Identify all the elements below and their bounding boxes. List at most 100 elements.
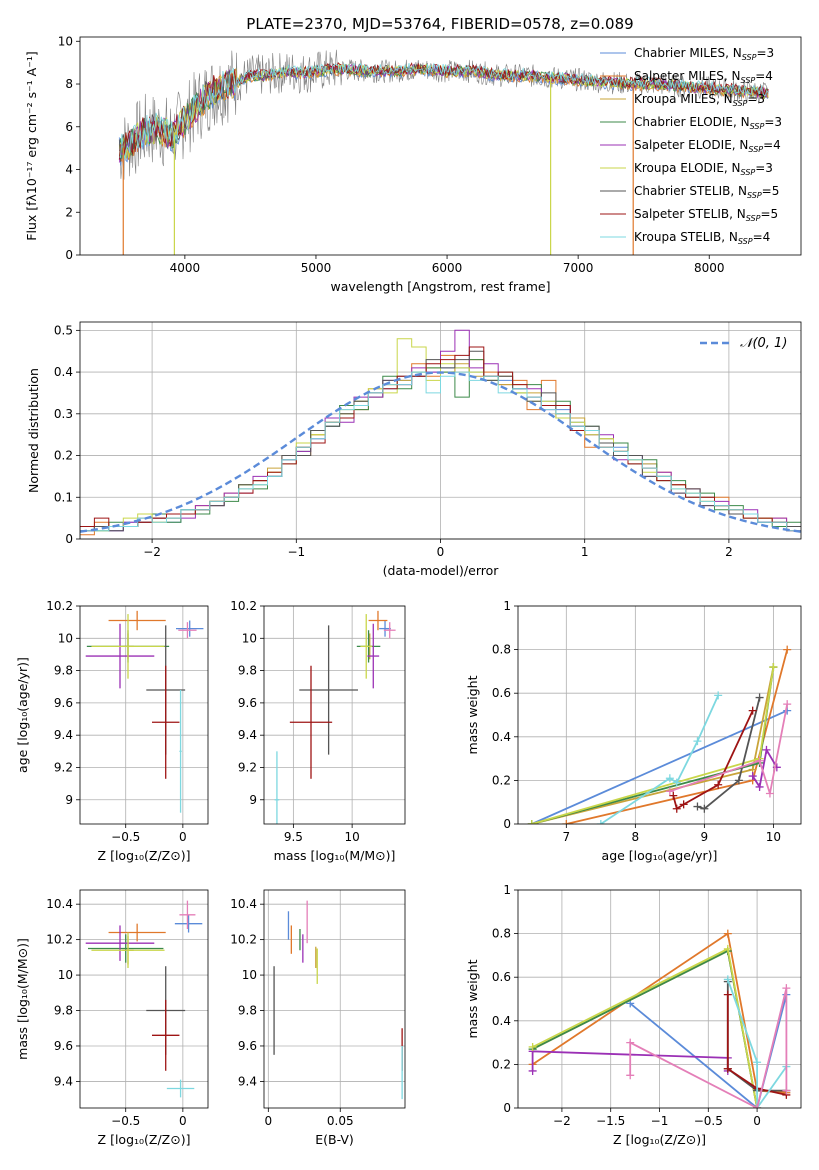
x-tick-label: 10 — [766, 830, 781, 844]
y-tick-label: 9.2 — [54, 760, 73, 774]
y-tick-label: 0.8 — [492, 927, 511, 941]
plus-marker — [755, 756, 764, 765]
x-tick-label: −0.5 — [111, 830, 140, 844]
x-axis-label: (data-model)/error — [383, 563, 500, 578]
x-tick-label: 9 — [701, 830, 709, 844]
x-axis-label: Z [log₁₀(Z/Z⊙)] — [98, 848, 191, 863]
mass-weight-line — [672, 710, 754, 811]
y-tick-label: 0 — [503, 1101, 511, 1115]
y-tick-label: 9.8 — [54, 664, 73, 678]
legend-entry: 𝒩(0, 1) — [740, 336, 787, 351]
y-tick-label: 9.8 — [238, 664, 257, 678]
plus-marker — [734, 776, 743, 785]
legend-entry: Kroupa MILES, NSSP=3 — [634, 92, 765, 108]
y-axis-label: mass weight — [465, 675, 480, 754]
plus-marker — [723, 929, 732, 938]
y-tick-label: 0.6 — [492, 970, 511, 984]
plus-marker — [693, 737, 702, 746]
y-tick-label: 0.5 — [54, 323, 73, 337]
y-tick-label: 9.6 — [54, 1039, 73, 1053]
plus-marker — [723, 990, 732, 999]
histograms — [80, 329, 801, 539]
y-tick-label: 1 — [503, 599, 511, 613]
x-tick-label: 0 — [437, 545, 445, 559]
plus-marker — [562, 820, 571, 824]
grid — [264, 605, 405, 824]
mass-weight-line — [600, 695, 720, 824]
plus-marker — [665, 787, 674, 796]
y-tick-label: 10 — [242, 631, 257, 645]
x-tick-label: −2 — [553, 1114, 571, 1128]
age-massweight-panel: 7 8 9 10 0 0.2 0.4 0.6 0.8 1 age [log₁₀(age/yr)] ma… — [465, 599, 802, 863]
plus-marker — [528, 1066, 537, 1075]
errorbars — [273, 900, 403, 1100]
plus-marker — [596, 820, 605, 824]
x-tick-label: 5000 — [301, 261, 332, 275]
legend-entry: Chabrier STELIB, NSSP=5 — [634, 184, 779, 200]
plus-marker — [669, 791, 678, 800]
x-tick-label: 2 — [725, 545, 733, 559]
figure-title: PLATE=2370, MJD=53764, FIBERID=0578, z=0… — [246, 15, 633, 33]
axes-frame — [263, 889, 406, 1109]
x-tick-label: 0 — [179, 1114, 187, 1128]
y-tick-label: 10.2 — [46, 933, 73, 947]
axes-frame — [517, 605, 802, 825]
y-tick-label: 0.6 — [492, 686, 511, 700]
y-tick-label: 10 — [58, 968, 73, 982]
grid — [518, 889, 801, 1109]
y-tick-label: 4 — [65, 163, 73, 177]
y-tick-label: 10.2 — [230, 933, 257, 947]
y-tick-label: 6 — [65, 120, 73, 134]
x-tick-label: 9.5 — [284, 830, 303, 844]
plus-marker — [769, 663, 778, 672]
x-tick-label: −2 — [143, 545, 161, 559]
y-tick-label: 9.6 — [238, 1039, 257, 1053]
y-tick-label: 10 — [58, 631, 73, 645]
x-axis-label: Z [log₁₀(Z/Z⊙)] — [98, 1132, 191, 1147]
grid — [80, 890, 208, 1108]
y-tick-label: 1 — [503, 883, 511, 897]
plus-marker — [714, 691, 723, 700]
grid — [80, 605, 208, 824]
x-axis-label: Z [log₁₀(Z/Z⊙)] — [613, 1132, 706, 1147]
spectrum-lines — [118, 49, 769, 255]
y-tick-label: 0.2 — [54, 449, 73, 463]
mass-weight-line — [726, 994, 787, 1096]
ebv-mass-panel: 0 0.05 9.4 9.6 9.8 10 10.2 10.4 E(B-V) — [230, 889, 406, 1147]
plus-marker — [700, 804, 709, 813]
x-axis-label: wavelength [Angstrom, rest frame] — [330, 279, 550, 294]
legend-entry: Salpeter STELIB, NSSP=5 — [634, 207, 778, 223]
x-tick-label: −1 — [651, 1114, 669, 1128]
x-tick-label: 7 — [562, 830, 570, 844]
plus-marker — [714, 780, 723, 789]
y-tick-label: 9.6 — [238, 696, 257, 710]
x-tick-label: 0 — [179, 830, 187, 844]
spectrum-panel: 4000 5000 6000 7000 8000 0 2 4 6 8 10 wavelength [A… — [24, 34, 802, 294]
plus-marker — [762, 745, 771, 754]
y-tick-label: 0.4 — [492, 1014, 511, 1028]
legend-entry: Kroupa ELODIE, NSSP=3 — [634, 161, 773, 177]
y-tick-label: 2 — [65, 205, 73, 219]
y-tick-label: 9.8 — [238, 1004, 257, 1018]
axes-frame — [517, 889, 802, 1109]
mass-weight-line — [532, 947, 758, 1108]
legend-entry: Salpeter ELODIE, NSSP=4 — [634, 138, 781, 154]
y-axis-label: mass weight — [465, 959, 480, 1038]
plus-marker — [748, 706, 757, 715]
plus-marker — [626, 1071, 635, 1080]
y-tick-label: 10.2 — [46, 599, 73, 613]
x-tick-label: −0.5 — [111, 1114, 140, 1128]
x-tick-label: 1 — [581, 545, 589, 559]
y-tick-label: 9.2 — [238, 760, 257, 774]
x-tick-label: −1.5 — [596, 1114, 625, 1128]
mass-weight-line — [669, 703, 789, 794]
x-tick-label: 0 — [753, 1114, 761, 1128]
y-axis-label: age [log₁₀(age/yr)] — [15, 657, 30, 773]
z-age-panel: −0.5 0 9 9.2 9.4 9.6 9.8 10 10.2 Z [log₁₀(Z/Z⊙)] a… — [15, 599, 209, 863]
x-tick-label: 7000 — [563, 261, 594, 275]
y-tick-label: 9.4 — [54, 1074, 73, 1088]
errorbars — [85, 610, 204, 813]
y-tick-label: 0.4 — [492, 730, 511, 744]
x-axis-label: mass [log₁₀(M/M⊙)] — [274, 848, 396, 863]
